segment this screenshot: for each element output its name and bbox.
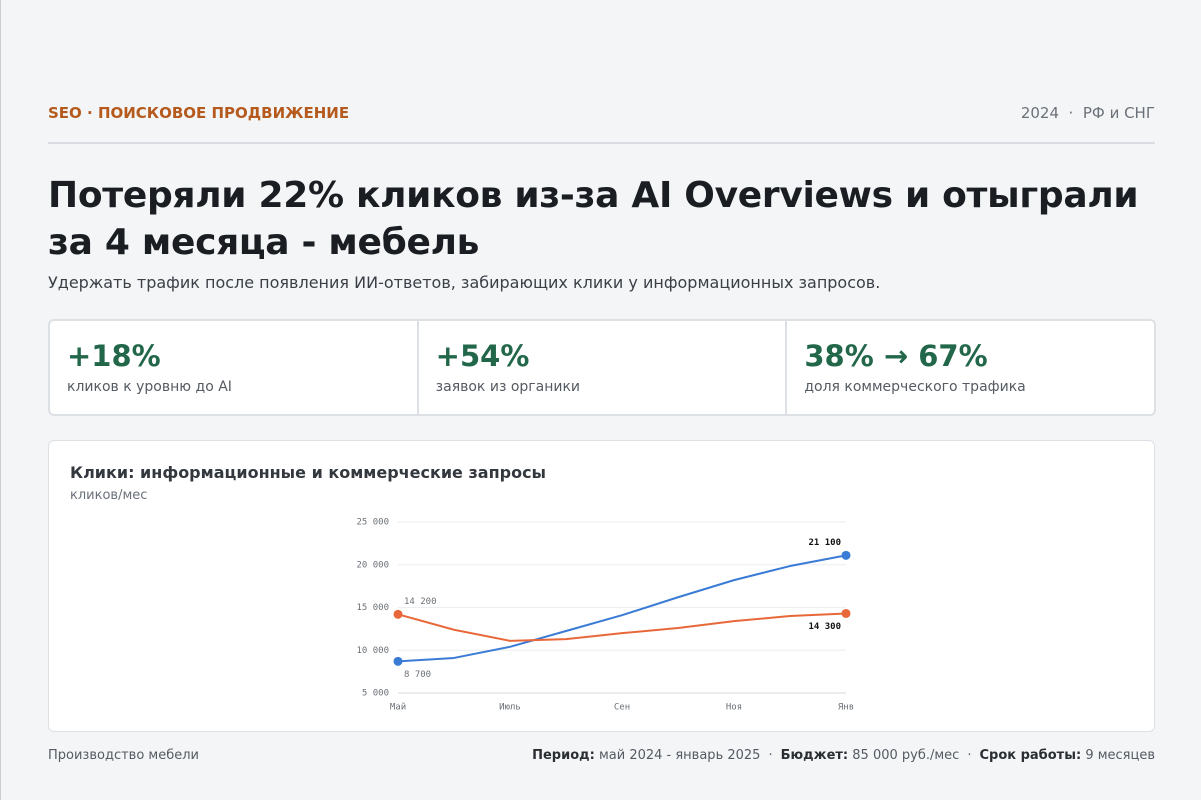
- x-tick-label: Июль: [499, 703, 521, 713]
- y-tick-label: 20 000: [356, 560, 389, 570]
- data-label: 21 100: [808, 538, 841, 548]
- data-label: 14 200: [404, 597, 437, 607]
- x-tick-label: Янв: [838, 703, 854, 713]
- stat-label: кликов к уровню до AI: [67, 379, 232, 395]
- point: [841, 550, 851, 560]
- x-tick-label: Сен: [614, 703, 630, 713]
- footer-value: 85 000 руб./мес: [852, 748, 960, 763]
- section-label: SEO · ПОИСКОВОЕ ПРОДВИЖЕНИЕ: [48, 104, 350, 122]
- stat-label: доля коммерческого трафика: [804, 379, 1026, 395]
- data-label: 14 300: [808, 622, 841, 632]
- data-label: 8 700: [404, 670, 431, 680]
- stat: 38% → 67% доля коммерческого трафика: [787, 321, 1154, 414]
- line: [397, 612, 847, 642]
- stat: +54% заявок из органики: [419, 321, 788, 414]
- y-tick-label: 10 000: [356, 646, 389, 656]
- stat: +18% кликов к уровню до AI: [50, 321, 419, 414]
- footer-key: Срок работы:: [979, 748, 1082, 763]
- subtitle: Удержать трафик после появления ИИ-ответ…: [48, 273, 881, 292]
- stat-value: +18%: [67, 339, 161, 373]
- y-tick-label: 5 000: [362, 689, 389, 699]
- chart-title: Клики: информационные и коммерческие зап…: [70, 463, 547, 482]
- header-meta: 2024 · РФ и СНГ: [1020, 104, 1155, 122]
- footer-key: Период:: [532, 748, 595, 763]
- title: Потеряли 22% кликов из-за AI Overviews и…: [48, 175, 1139, 263]
- y-tick-label: 15 000: [356, 603, 389, 613]
- stats: +18% кликов к уровню до AI +54% заявок из о…: [48, 319, 1156, 416]
- stat-value: 38% → 67%: [804, 339, 988, 373]
- separator: ·: [768, 748, 773, 763]
- line: [397, 554, 847, 663]
- point: [393, 609, 403, 619]
- point: [841, 608, 851, 618]
- header: SEO · ПОИСКОВОЕ ПРОДВИЖЕНИЕ 2024 · РФ и …: [48, 104, 1155, 144]
- y-tick-label: 25 000: [356, 518, 389, 528]
- stat-value: +54%: [435, 339, 530, 373]
- footer-items: Период: май 2024 - январь 2025 · Бюджет: 8…: [532, 748, 1155, 763]
- chart-card: Клики: информационные и коммерческие зап…: [48, 440, 1155, 732]
- footer: Производство мебели Период: май 2024 - я…: [48, 748, 1155, 763]
- x-tick-label: Май: [390, 703, 406, 713]
- x-tick-label: Ноя: [726, 703, 742, 713]
- chart: 5 000 10 000 15 000 20 000 25 000 Май Июль Сен Н…: [356, 518, 854, 713]
- separator: ·: [967, 748, 972, 763]
- industry: Производство мебели: [48, 748, 199, 763]
- footer-value: 9 месяцев: [1085, 748, 1155, 763]
- stat-label: заявок из органики: [435, 379, 581, 395]
- footer-key: Бюджет:: [780, 748, 849, 763]
- y-axis-label: кликов/мес: [70, 488, 148, 503]
- point: [393, 656, 403, 666]
- footer-value: май 2024 - январь 2025: [598, 748, 761, 763]
